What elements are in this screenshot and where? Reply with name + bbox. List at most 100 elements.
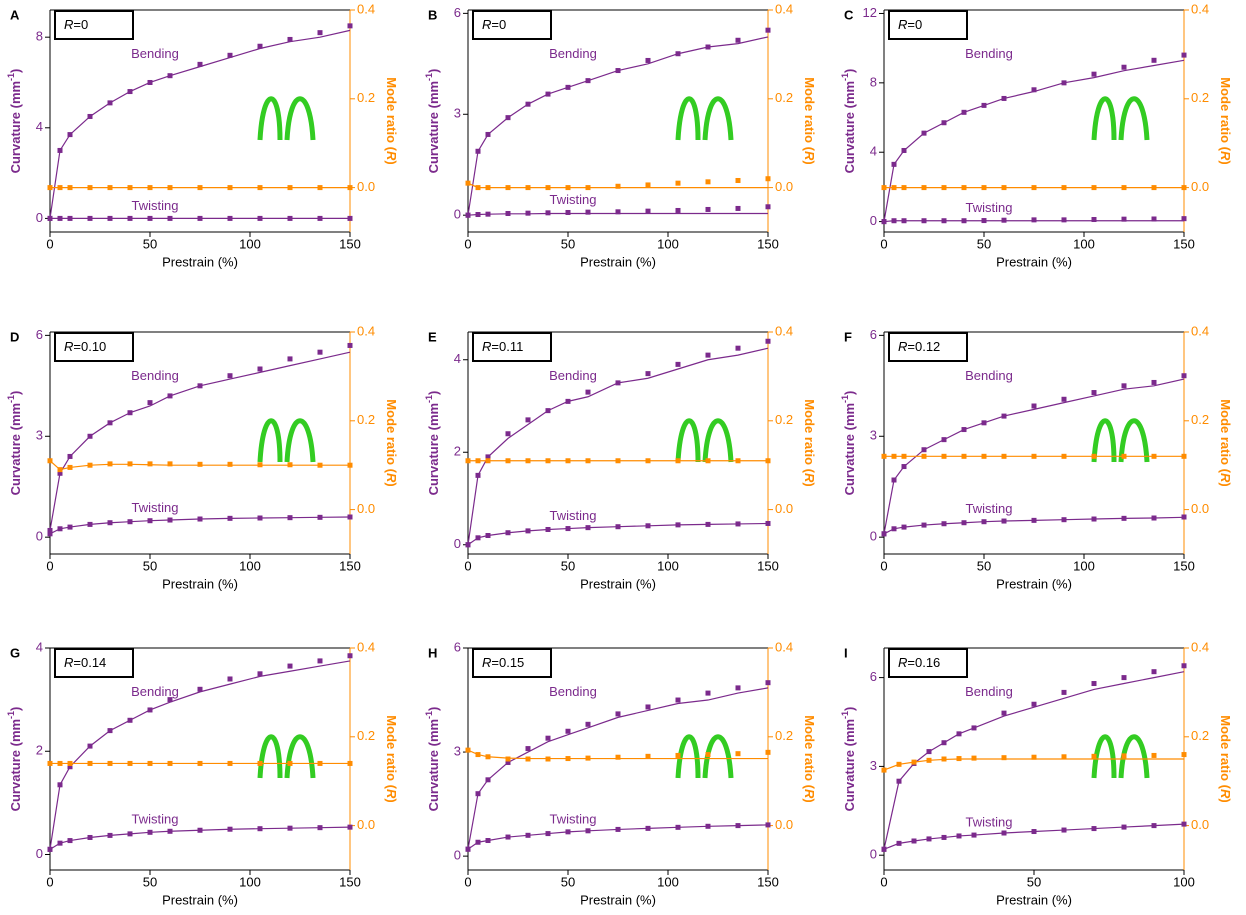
y2-axis-label: Mode ratio (R) [384,715,399,802]
data-point [616,827,621,832]
y-label-sup: -1 [6,711,16,719]
y2-tick-label: 0.4 [775,323,793,338]
data-point [58,841,63,846]
data-point [706,824,711,829]
data-point [897,762,902,767]
data-point [486,838,491,843]
data-point [1092,517,1097,522]
data-point [258,462,263,467]
y-label-sup: -1 [424,73,434,81]
y-tick-label: 4 [36,639,43,654]
x-tick-label: 50 [977,236,991,251]
y2-label-text: Mode ratio ( [1218,399,1233,473]
data-point [1062,454,1067,459]
data-point [1062,185,1067,190]
data-point [586,390,591,395]
x-tick-label: 0 [46,874,53,889]
x-tick-label: 50 [143,236,157,251]
data-point [148,216,153,221]
r-label: R=0.15 [482,655,524,670]
x-tick-label: 50 [143,558,157,573]
data-point [526,211,531,216]
panel-letter: E [428,329,437,344]
data-point [318,825,323,830]
panel-letter: H [428,645,437,660]
data-point [486,132,491,137]
x-axis-label: Prestrain (%) [996,254,1072,269]
data-point [1092,72,1097,77]
data-point [962,520,967,525]
y-tick-label: 0 [36,846,43,861]
y2-tick-label: 0.4 [1191,323,1209,338]
x-tick-label: 100 [657,558,679,573]
x-tick-label: 0 [46,236,53,251]
data-point [736,38,741,43]
y2-label-end: ) [1218,160,1233,164]
data-point [288,185,293,190]
data-point [466,542,471,547]
data-point [128,718,133,723]
data-point [982,420,987,425]
y-tick-label: 0 [870,847,877,862]
y-tick-label: 6 [870,669,877,684]
data-point [318,515,323,520]
structure-illustration [678,421,731,462]
data-point [1182,515,1187,520]
data-point [168,761,173,766]
data-point [972,756,977,761]
data-point [1092,681,1097,686]
x-axis-label: Prestrain (%) [580,576,656,591]
y2-axis-label: Mode ratio (R) [802,715,817,802]
data-point [476,791,481,796]
data-point [1092,454,1097,459]
data-point [88,761,93,766]
data-point [972,833,977,838]
data-point [766,822,771,827]
figure: AR=0050100150Prestrain (%)0480.00.20.4Cu… [0,0,1246,915]
y2-tick-label: 0.4 [357,1,375,16]
data-point [1182,373,1187,378]
y-label-text: Curvature (mm [842,403,857,495]
data-point [1002,755,1007,760]
r-symbol: R [64,339,73,354]
x-axis-label: Prestrain (%) [162,254,238,269]
data-point [646,58,651,63]
data-point [902,454,907,459]
y-axis-label: Curvature (mm-1) [424,707,441,812]
series-label: Twisting [966,501,1013,516]
y2-label-text: Mode ratio ( [384,77,399,151]
y-tick-label: 4 [870,144,877,159]
data-point [706,207,711,212]
y2-tick-label: 0.4 [357,639,375,654]
y2-tick-label: 0.2 [1191,90,1209,105]
structure-illustration [260,421,313,462]
y-tick-label: 4 [454,351,461,366]
data-point [586,185,591,190]
data-point [566,210,571,215]
data-point [1032,217,1037,222]
data-point [892,478,897,483]
data-point [108,185,113,190]
y-label-text: Curvature (mm [426,403,441,495]
data-point [1032,185,1037,190]
data-point [1062,397,1067,402]
data-point [476,212,481,217]
data-point [58,761,63,766]
data-point [1122,217,1127,222]
x-axis-label: Prestrain (%) [580,892,656,907]
data-point [942,120,947,125]
data-point [198,185,203,190]
data-point [198,462,203,467]
panel-letter: F [844,329,852,344]
x-tick-label: 50 [561,874,575,889]
data-point [198,383,203,388]
y2-axis-label: Mode ratio (R) [802,399,817,486]
data-point [526,757,531,762]
data-point [128,761,133,766]
x-tick-label: 50 [561,558,575,573]
data-point [88,463,93,468]
data-point [902,148,907,153]
panel-letter: C [844,7,854,22]
data-point [1182,185,1187,190]
y-label-sup: -1 [6,73,16,81]
